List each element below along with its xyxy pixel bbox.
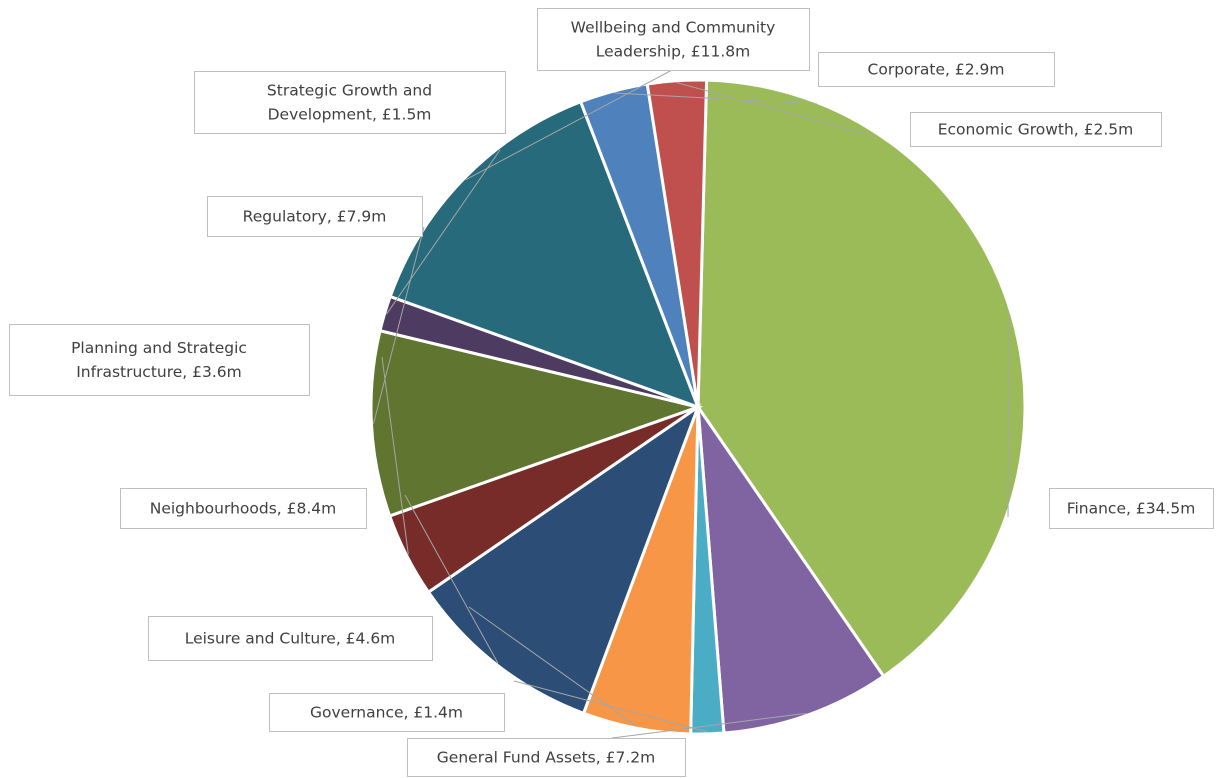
pie-slice-finance: [696, 78, 1027, 679]
data-label-text: Corporate, £2.9m: [868, 61, 1005, 79]
data-label-wellbeing-and-community-leadership: Wellbeing and Community Leadership, £11.8…: [537, 8, 810, 71]
leader-line-wellbeing-and-community-leadership: [465, 69, 673, 181]
data-label-text: Regulatory, £7.9m: [243, 208, 387, 226]
data-label-planning-and-strategic-infrastructure: Planning and Strategic Infrastructure, £3…: [9, 324, 310, 396]
data-labels: Finance, £34.5m General Fund Assets, £7.2…: [9, 8, 1214, 777]
data-label-strategic-growth-and-development: Strategic Growth and Development, £1.5m: [194, 71, 506, 134]
data-label-leisure-and-culture: Leisure and Culture, £4.6m: [148, 616, 433, 661]
leader-line-general-fund-assets: [611, 712, 807, 739]
data-label-text: Planning and Strategic Infrastructure, £3…: [71, 339, 247, 381]
leader-line-leisure-and-culture: [468, 606, 637, 727]
pie-slices: [369, 78, 1027, 736]
leader-line-economic-growth: [676, 82, 874, 137]
data-label-box: [9, 324, 310, 396]
data-label-neighbourhoods: Neighbourhoods, £8.4m: [120, 488, 367, 529]
pie-slice-general-fund-assets: [696, 401, 886, 735]
data-label-box: [120, 488, 367, 529]
data-label-box: [818, 52, 1055, 87]
data-label-economic-growth: Economic Growth, £2.5m: [910, 112, 1162, 147]
data-label-regulatory: Regulatory, £7.9m: [207, 196, 423, 237]
leader-line-strategic-growth-and-development: [386, 149, 501, 315]
data-label-finance: Finance, £34.5m: [1049, 488, 1214, 529]
data-label-text: Strategic Growth and Development, £1.5m: [267, 82, 432, 124]
data-label-text: Neighbourhoods, £8.4m: [150, 500, 337, 518]
data-label-text: Leisure and Culture, £4.6m: [185, 630, 396, 648]
leader-line-governance: [513, 680, 708, 733]
data-label-box: [207, 196, 423, 237]
data-label-box: [1049, 488, 1214, 529]
data-label-text: Economic Growth, £2.5m: [938, 121, 1134, 139]
data-label-box: [537, 8, 810, 71]
leader-line-neighbourhoods: [404, 494, 499, 664]
data-label-text: General Fund Assets, £7.2m: [437, 749, 655, 767]
data-label-box: [910, 112, 1162, 147]
data-label-box: [194, 71, 506, 134]
leader-line-finance: [1007, 314, 1011, 518]
pie-slice-economic-growth: [645, 78, 709, 408]
data-label-box: [148, 616, 433, 661]
leader-line-planning-and-strategic-infrastructure: [381, 356, 409, 555]
data-label-text: Governance, £1.4m: [310, 704, 463, 722]
data-label-corporate: Corporate, £2.9m: [818, 52, 1055, 87]
leader-lines: [372, 69, 1011, 739]
pie-slice-wellbeing-and-community-leadership: [388, 99, 701, 410]
leader-line-corporate: [613, 92, 818, 105]
data-label-box: [407, 738, 686, 777]
data-label-text: Wellbeing and Community Leadership, £11.8…: [571, 19, 776, 61]
pie-slice-neighbourhoods: [426, 403, 702, 716]
data-label-text: Finance, £34.5m: [1067, 500, 1196, 518]
data-label-governance: Governance, £1.4m: [269, 693, 505, 732]
leader-line-regulatory: [372, 226, 425, 425]
data-label-box: [269, 693, 505, 732]
pie-slice-regulatory: [369, 328, 704, 518]
data-label-general-fund-assets: General Fund Assets, £7.2m: [407, 738, 686, 777]
